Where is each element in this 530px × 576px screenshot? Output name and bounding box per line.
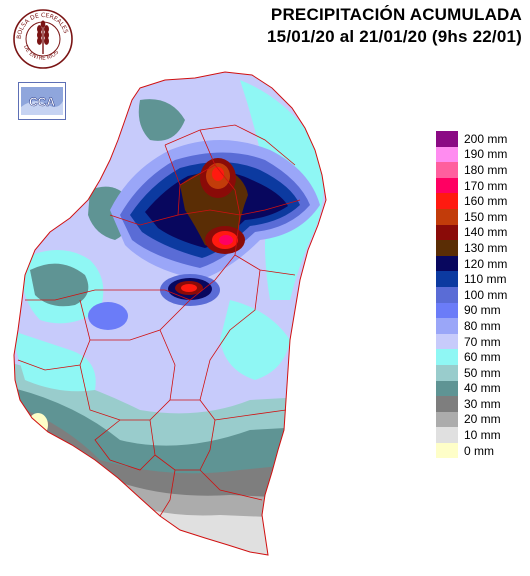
legend-label: 130 mm: [464, 240, 508, 255]
legend-swatch: [436, 411, 458, 428]
legend-label: 140 mm: [464, 225, 508, 240]
legend-label: 40 mm: [464, 381, 501, 396]
legend-item: 180 mm: [436, 162, 507, 178]
legend-swatch: [436, 177, 458, 194]
legend-swatch: [436, 364, 458, 381]
legend-label: 190 mm: [464, 147, 508, 162]
legend-swatch: [436, 193, 458, 209]
legend-item: 30 mm: [436, 396, 507, 412]
legend-label: 0 mm: [464, 443, 494, 458]
legend-label: 110 mm: [464, 272, 507, 287]
legend-label: 60 mm: [464, 350, 501, 365]
legend-label: 10 mm: [464, 428, 501, 443]
legend-swatch: [436, 208, 458, 225]
legend-swatch: [436, 333, 458, 350]
legend-item: 150 mm: [436, 208, 508, 225]
legend-swatch: [436, 318, 458, 334]
legend-swatch: [436, 224, 458, 241]
legend-item: 190 mm: [436, 146, 508, 163]
legend-item: 50 mm: [436, 364, 507, 381]
bolsa-cereales-seal-logo: BOLSA DE CEREALES DE ENTRE RIOS: [13, 9, 73, 69]
legend-item: 10 mm: [436, 427, 507, 443]
department-borders: [13, 71, 327, 556]
legend-label: 50 mm: [464, 365, 501, 380]
legend-swatch: [436, 442, 458, 459]
legend-label: 200 mm: [464, 131, 508, 146]
legend-item: 20 mm: [436, 411, 507, 428]
legend-item: 140 mm: [436, 224, 508, 241]
legend-item: 120 mm: [436, 255, 508, 272]
legend-label: 180 mm: [464, 162, 508, 177]
legend-label: 30 mm: [464, 396, 501, 411]
legend-item: 0 mm: [436, 442, 507, 459]
legend-label: 160 mm: [464, 194, 508, 209]
legend-item: 90 mm: [436, 302, 507, 319]
legend-label: 80 mm: [464, 318, 501, 333]
cca-logo: CCA: [18, 82, 66, 120]
legend-label: 70 mm: [464, 334, 501, 349]
legend-swatch: [436, 396, 458, 412]
map-title: PRECIPITACIÓN ACUMULADA 15/01/20 al 21/0…: [267, 4, 522, 48]
legend-item: 110 mm: [436, 271, 507, 287]
legend-swatch: [436, 162, 458, 178]
legend-label: 170 mm: [464, 178, 508, 193]
legend-label: 20 mm: [464, 412, 501, 427]
cca-text: CCA: [29, 95, 55, 109]
legend-swatch: [436, 131, 458, 147]
legend-label: 120 mm: [464, 256, 508, 271]
legend-swatch: [436, 427, 458, 443]
legend-swatch: [436, 271, 458, 287]
legend-item: 70 mm: [436, 333, 507, 350]
legend-item: 130 mm: [436, 240, 507, 256]
legend-label: 90 mm: [464, 303, 501, 318]
legend-swatch: [436, 380, 458, 397]
legend-item: 170 mm: [436, 177, 508, 194]
legend-item: 160 mm: [436, 193, 507, 209]
legend-swatch: [436, 349, 458, 365]
legend-item: 100 mm: [436, 286, 508, 303]
wheat-icon: [37, 20, 49, 54]
legend-label: 100 mm: [464, 287, 508, 302]
legend-swatch: [436, 146, 458, 163]
legend-item: 40 mm: [436, 380, 507, 397]
legend-swatch: [436, 240, 458, 256]
legend-item: 80 mm: [436, 318, 507, 334]
legend-swatch: [436, 255, 458, 272]
legend-swatch: [436, 302, 458, 319]
title-line-1: PRECIPITACIÓN ACUMULADA: [270, 5, 522, 24]
legend-item: 200 mm: [436, 131, 507, 147]
legend-swatch: [436, 286, 458, 303]
precipitation-legend: 200 mm 190 mm 180 mm 170 mm 160 mm 150 mm 140 …: [436, 131, 508, 459]
precipitation-field: [14, 72, 326, 555]
title-line-2: 15/01/20 al 21/01/20 (9hs 22/01): [267, 27, 522, 46]
legend-label: 150 mm: [464, 209, 508, 224]
legend-item: 60 mm: [436, 349, 507, 365]
